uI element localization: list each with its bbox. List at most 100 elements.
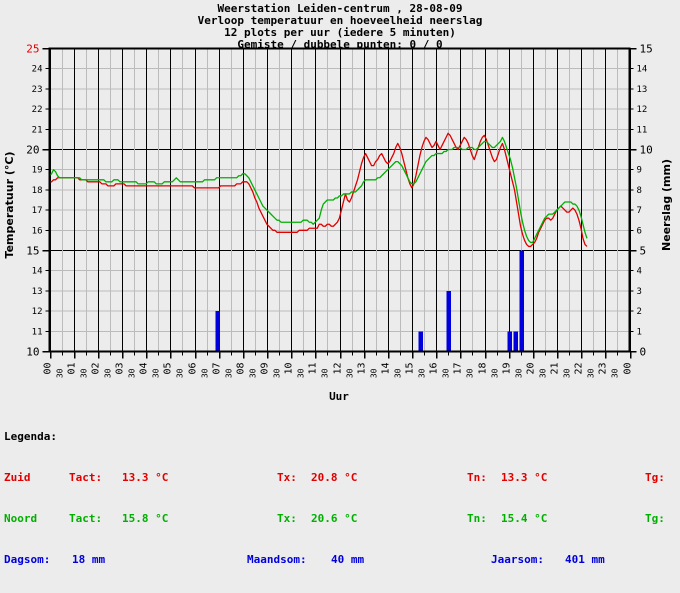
y-axis-left-title: Temperatuur (°C) — [3, 152, 16, 259]
svg-text:30: 30 — [418, 368, 427, 378]
svg-text:01: 01 — [67, 363, 78, 375]
svg-text:15: 15 — [26, 245, 39, 258]
y-axis-left-ticks: 10 11 12 13 14 15 16 17 18 19 20 21 22 23 24 25 — [26, 43, 50, 359]
svg-text:03: 03 — [115, 363, 126, 375]
svg-text:5: 5 — [640, 245, 647, 258]
svg-text:17: 17 — [32, 206, 43, 216]
svg-text:30: 30 — [297, 368, 306, 378]
weather-chart-page: Weerstation Leiden-centrum , 28-08-09 Ve… — [3, 2, 680, 566]
y-axis-right-title: Neerslag (mm) — [660, 159, 673, 251]
svg-text:14: 14 — [381, 363, 392, 375]
legend-dagsom-label: Dagsom: — [4, 553, 51, 566]
svg-text:30: 30 — [466, 368, 475, 378]
legend-zuid-tg-label: Tg: — [645, 471, 665, 484]
svg-text:30: 30 — [563, 368, 572, 378]
svg-text:14: 14 — [637, 65, 648, 75]
legend-zuid-tx-label: Tx: — [277, 471, 297, 484]
svg-text:18: 18 — [478, 363, 489, 375]
svg-text:19: 19 — [32, 166, 43, 176]
svg-text:30: 30 — [201, 368, 210, 378]
svg-text:30: 30 — [56, 368, 65, 378]
svg-text:24: 24 — [32, 65, 43, 75]
svg-text:20: 20 — [26, 144, 39, 157]
svg-text:11: 11 — [32, 327, 43, 337]
svg-text:30: 30 — [394, 368, 403, 378]
svg-text:30: 30 — [321, 368, 330, 378]
svg-text:22: 22 — [574, 363, 585, 375]
svg-text:14: 14 — [32, 267, 43, 277]
chart-title-line1: Weerstation Leiden-centrum , 28-08-09 — [217, 2, 463, 15]
svg-text:00: 00 — [623, 363, 634, 375]
svg-text:3: 3 — [637, 287, 642, 297]
legend-dagsom-value: 18 mm — [72, 553, 106, 566]
svg-text:30: 30 — [611, 368, 620, 378]
legend-noord-tn-value: 15.4 °C — [501, 512, 548, 525]
legend-zuid-name: Zuid — [4, 471, 31, 484]
svg-text:15: 15 — [640, 43, 653, 56]
legend-noord-tact-value: 15.8 °C — [122, 512, 169, 525]
x-axis-ticks: 00 30 01 30 02 30 03 30 04 30 05 30 06 30 07 30 08 30 09 30… — [43, 351, 634, 378]
svg-text:23: 23 — [598, 363, 609, 375]
grid-lines — [49, 47, 632, 353]
legend-jaarsom-label: Jaarsom: — [491, 553, 544, 566]
svg-text:30: 30 — [539, 368, 548, 378]
legend-noord-tx-value: 20.6 °C — [311, 512, 358, 525]
svg-text:30: 30 — [225, 368, 234, 378]
svg-text:05: 05 — [163, 363, 174, 375]
legend-noord-name: Noord — [4, 512, 38, 525]
legend-noord-tx-label: Tx: — [277, 512, 297, 525]
legend-heading: Legenda: — [4, 430, 57, 443]
svg-text:12: 12 — [637, 105, 648, 115]
svg-text:19: 19 — [502, 363, 513, 375]
svg-text:1: 1 — [637, 327, 642, 337]
chart-title-line3: 12 plots per uur (iedere 5 minuten) — [224, 26, 456, 39]
svg-text:06: 06 — [188, 363, 199, 375]
svg-text:15: 15 — [405, 363, 416, 375]
svg-text:00: 00 — [43, 363, 54, 375]
svg-text:30: 30 — [249, 368, 258, 378]
svg-text:30: 30 — [491, 368, 500, 378]
svg-text:02: 02 — [91, 363, 102, 375]
svg-text:11: 11 — [308, 363, 319, 375]
svg-text:9: 9 — [637, 166, 642, 176]
svg-text:30: 30 — [128, 368, 137, 378]
svg-text:08: 08 — [236, 363, 247, 375]
svg-text:6: 6 — [637, 226, 642, 236]
svg-text:30: 30 — [370, 368, 379, 378]
svg-text:16: 16 — [429, 363, 440, 375]
legend-row-rain: Dagsom: 18 mm Maandsom: 40 mm Jaarsom: 401 mm — [4, 552, 676, 567]
svg-text:2: 2 — [637, 307, 642, 317]
svg-text:30: 30 — [104, 368, 113, 378]
legend-row-noord: Noord Tact: 15.8 °C Tx: 20.6 °C Tn: 15.4 °C Tg:… — [4, 511, 680, 526]
legend-zuid-tact-value: 13.3 °C — [122, 471, 169, 484]
svg-text:18: 18 — [32, 186, 43, 196]
svg-text:10: 10 — [640, 144, 653, 157]
svg-text:13: 13 — [32, 287, 43, 297]
svg-text:13: 13 — [637, 85, 648, 95]
svg-text:16: 16 — [32, 226, 43, 236]
svg-text:12: 12 — [32, 307, 43, 317]
svg-text:10: 10 — [284, 363, 295, 375]
temperature-lines — [49, 132, 588, 248]
legend-jaarsom-value: 401 mm — [565, 553, 605, 566]
svg-text:09: 09 — [260, 363, 271, 375]
legend-maandsom-value: 40 mm — [331, 553, 365, 566]
svg-text:8: 8 — [637, 186, 642, 196]
chart-title-line2: Verloop temperatuur en hoeveelheid neers… — [197, 14, 483, 27]
plot-frame — [48, 47, 631, 353]
svg-text:7: 7 — [637, 206, 642, 216]
legend-noord-tg-label: Tg: — [645, 512, 665, 525]
svg-text:30: 30 — [273, 368, 282, 378]
svg-text:04: 04 — [139, 363, 150, 375]
svg-text:30: 30 — [442, 368, 451, 378]
svg-text:12: 12 — [333, 363, 344, 375]
svg-text:4: 4 — [637, 267, 642, 277]
legend-zuid-tn-label: Tn: — [467, 471, 487, 484]
svg-text:23: 23 — [32, 85, 43, 95]
legend-maandsom-label: Maandsom: — [247, 553, 307, 566]
svg-text:10: 10 — [26, 346, 39, 359]
svg-text:22: 22 — [32, 105, 43, 115]
